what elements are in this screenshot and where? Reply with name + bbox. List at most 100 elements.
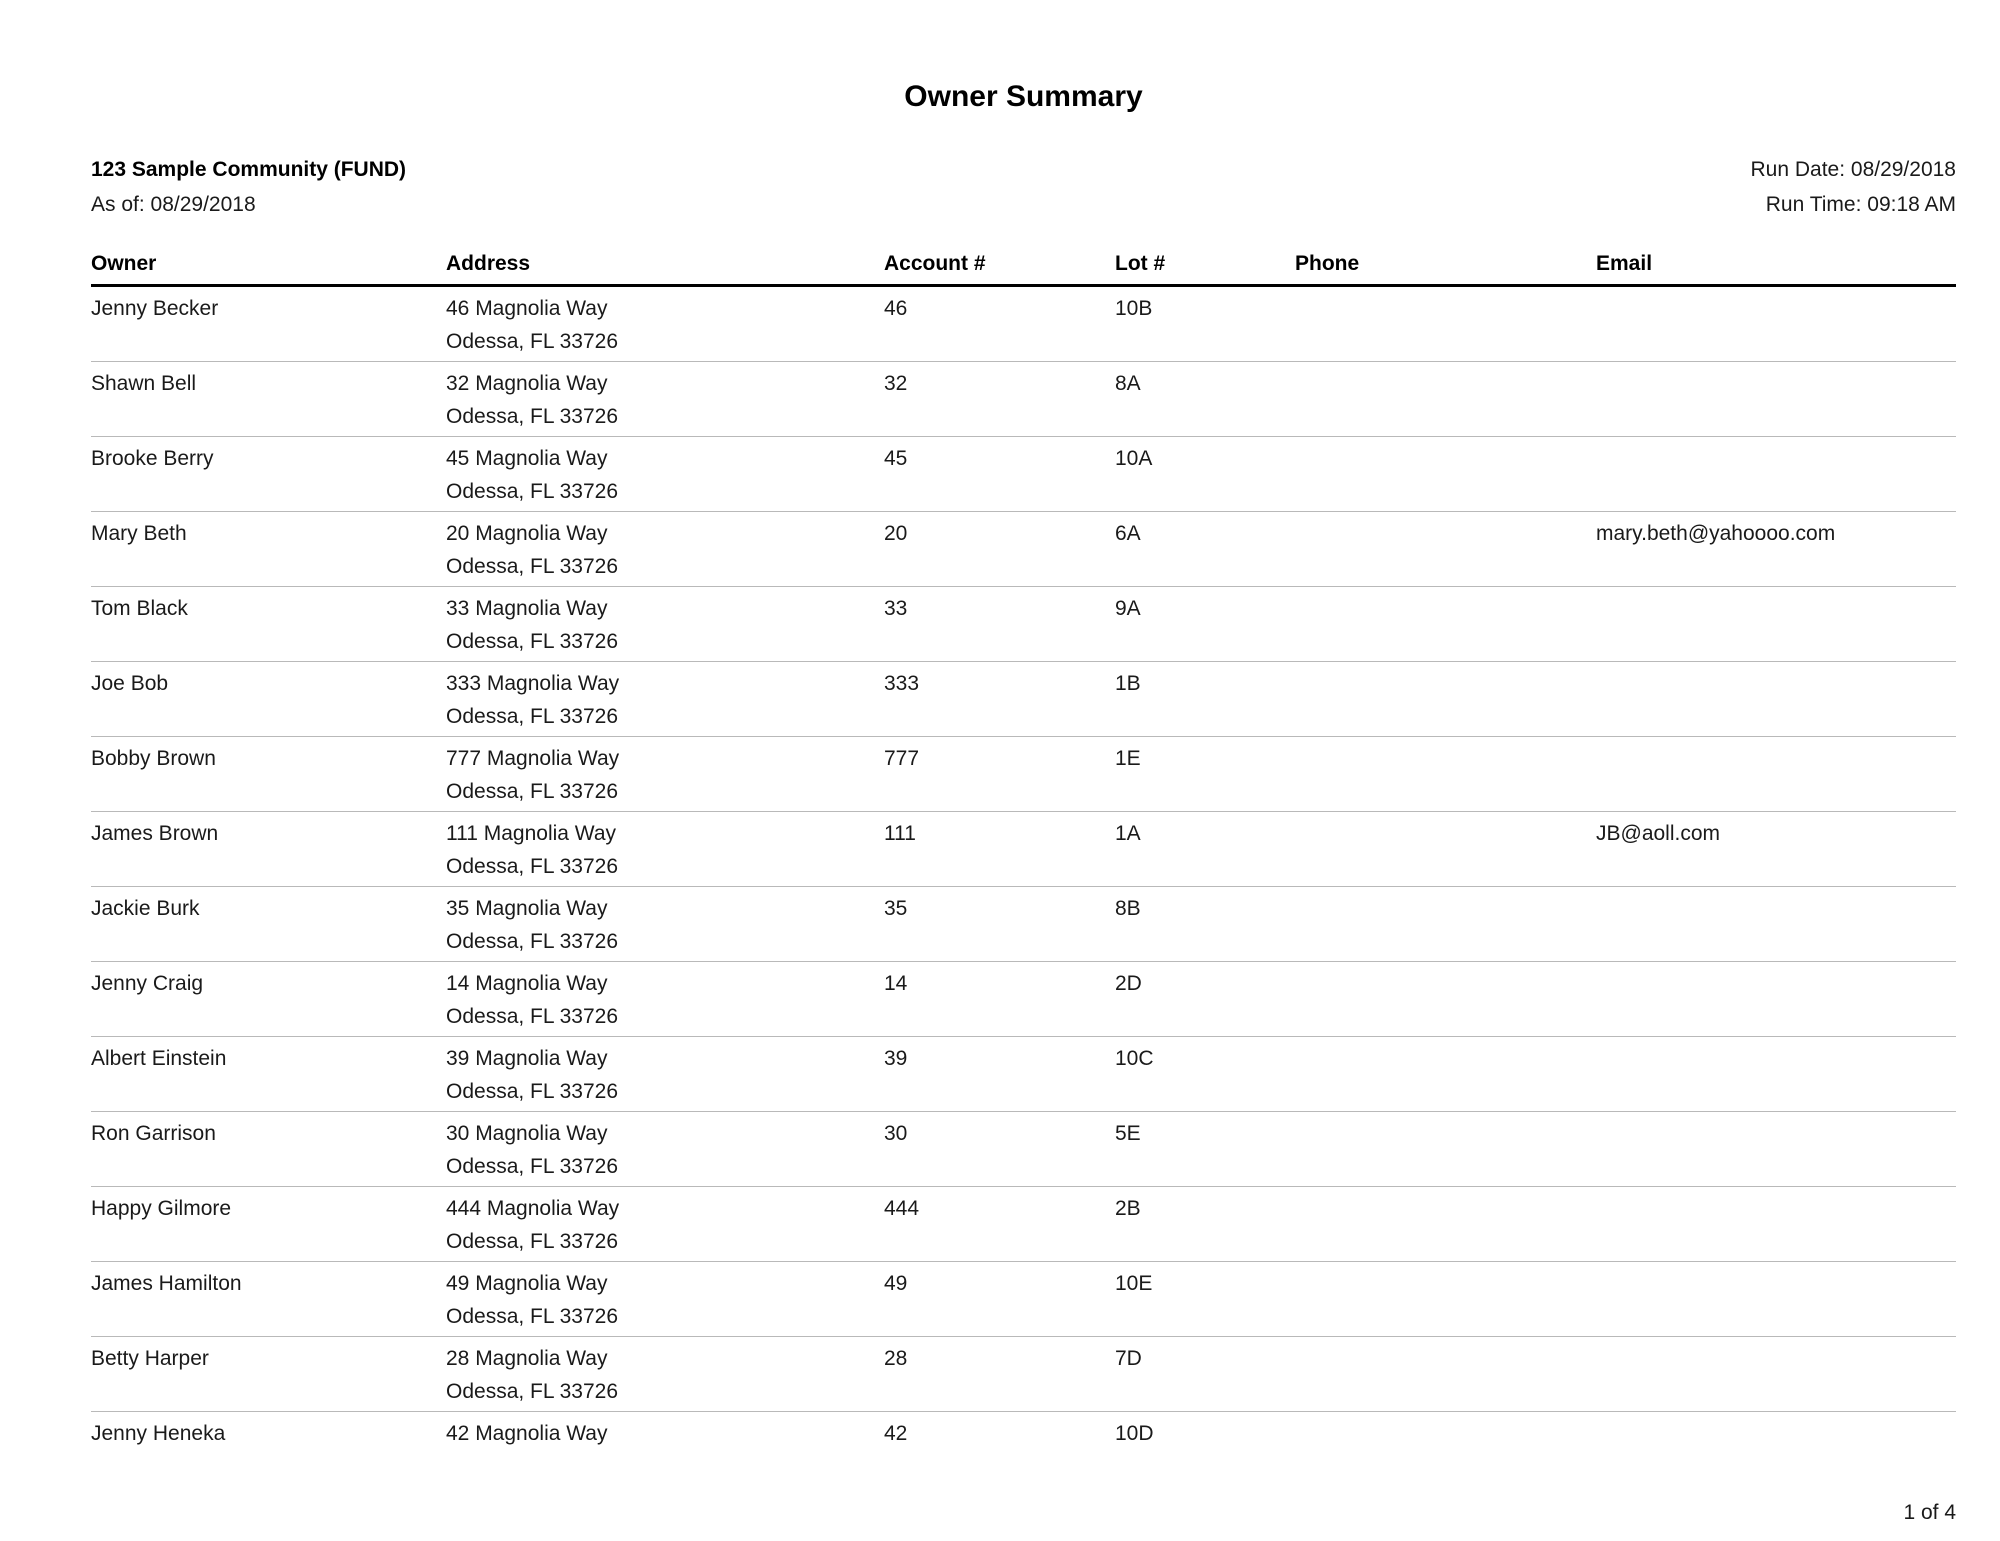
phone-cell [1295, 586, 1596, 662]
owner-cell: Mary Beth [91, 511, 446, 587]
account-cell: 45 [884, 436, 1115, 512]
table-row: Happy Gilmore 444 Magnolia Way Odessa, FL … [91, 1186, 1956, 1262]
email-cell [1596, 1412, 1956, 1454]
phone-cell [1295, 511, 1596, 587]
address-cell: 111 Magnolia Way Odessa, FL 33726 [446, 811, 884, 887]
email-cell [1596, 285, 1956, 362]
phone-cell [1295, 361, 1596, 437]
address-cell: 444 Magnolia Way Odessa, FL 33726 [446, 1186, 884, 1262]
table-row: Tom Black 33 Magnolia Way Odessa, FL 33726… [91, 586, 1956, 662]
owner-cell: Happy Gilmore [91, 1186, 446, 1262]
address-cell: 14 Magnolia Way Odessa, FL 33726 [446, 961, 884, 1037]
email-cell [1596, 886, 1956, 962]
phone-cell [1295, 1412, 1596, 1454]
as-of-date: As of: 08/29/2018 [91, 193, 256, 216]
report-meta-left: 123 Sample Community (FUND) As of: 08/29… [91, 152, 406, 222]
table-row: Albert Einstein 39 Magnolia Way Odessa, FL… [91, 1036, 1956, 1112]
account-cell: 444 [884, 1186, 1115, 1262]
owner-cell: Jackie Burk [91, 886, 446, 962]
phone-cell [1295, 1186, 1596, 1262]
table-row: Ron Garrison 30 Magnolia Way Odessa, FL 33… [91, 1111, 1956, 1187]
table-row: Brooke Berry 45 Magnolia Way Odessa, FL 33… [91, 436, 1956, 512]
owner-cell: James Brown [91, 811, 446, 887]
email-cell [1596, 1336, 1956, 1412]
owner-cell: Joe Bob [91, 661, 446, 737]
owner-cell: Brooke Berry [91, 436, 446, 512]
owner-cell: Jenny Heneka [91, 1422, 226, 1445]
owner-cell: Albert Einstein [91, 1036, 446, 1112]
community-name: 123 Sample Community (FUND) [91, 158, 407, 181]
email-cell [1596, 961, 1956, 1037]
lot-cell: 2B [1115, 1186, 1295, 1262]
lot-cell: 2D [1115, 961, 1295, 1037]
account-cell: 777 [884, 736, 1115, 812]
page-title: Owner Summary [904, 80, 1143, 113]
address-cell: 333 Magnolia Way Odessa, FL 33726 [446, 661, 884, 737]
account-cell: 46 [884, 285, 1115, 362]
address-cell: 46 Magnolia Way Odessa, FL 33726 [446, 285, 884, 362]
table-row: Jackie Burk 35 Magnolia Way Odessa, FL 337… [91, 886, 1956, 962]
table-row: Shawn Bell 32 Magnolia Way Odessa, FL 3372… [91, 361, 1956, 437]
table-row: Jenny Heneka 42 Magnolia Way 42 10D [91, 1412, 1956, 1454]
phone-cell [1295, 1336, 1596, 1412]
email-cell [1596, 586, 1956, 662]
lot-cell: 8B [1115, 886, 1295, 962]
table-row: Jenny Becker 46 Magnolia Way Odessa, FL 33… [91, 285, 1956, 362]
phone-cell [1295, 661, 1596, 737]
page-number: 1 of 4 [1903, 1501, 1956, 1524]
table-header-row: Owner Address Account # Lot # Phone Email [91, 252, 1956, 287]
phone-cell [1295, 1261, 1596, 1337]
email-cell [1596, 736, 1956, 812]
account-cell: 14 [884, 961, 1115, 1037]
account-cell: 42 [884, 1422, 908, 1445]
address-cell: 33 Magnolia Way Odessa, FL 33726 [446, 586, 884, 662]
phone-cell [1295, 736, 1596, 812]
address-cell: 49 Magnolia Way Odessa, FL 33726 [446, 1261, 884, 1337]
phone-cell [1295, 285, 1596, 362]
owner-cell: Ron Garrison [91, 1111, 446, 1187]
email-cell [1596, 1111, 1956, 1187]
run-date: Run Date: 08/29/2018 [1750, 158, 1957, 181]
email-cell [1596, 361, 1956, 437]
phone-cell [1295, 886, 1596, 962]
lot-cell: 10A [1115, 436, 1295, 512]
owner-table: Owner Address Account # Lot # Phone Email Jen… [91, 252, 1956, 1453]
lot-cell: 10C [1115, 1036, 1295, 1112]
owner-cell: Betty Harper [91, 1336, 446, 1412]
account-cell: 49 [884, 1261, 1115, 1337]
lot-cell: 9A [1115, 586, 1295, 662]
report-page: Owner Summary 123 Sample Community (FUND… [0, 80, 2000, 1453]
column-header: Account # [884, 252, 1115, 287]
report-meta-right: Run Date: 08/29/2018 Run Time: 09:18 AM [1751, 152, 1957, 222]
account-cell: 20 [884, 511, 1115, 587]
lot-cell: 1E [1115, 736, 1295, 812]
run-time: Run Time: 09:18 AM [1765, 193, 1956, 216]
email-cell [1596, 436, 1956, 512]
phone-cell [1295, 961, 1596, 1037]
owner-cell: Jenny Becker [91, 285, 446, 362]
email-cell [1596, 1036, 1956, 1112]
email-cell: JB@aoll.com [1596, 811, 1956, 887]
phone-cell [1295, 1111, 1596, 1187]
lot-cell: 1B [1115, 661, 1295, 737]
account-cell: 39 [884, 1036, 1115, 1112]
phone-cell [1295, 811, 1596, 887]
table-body: Jenny Becker 46 Magnolia Way Odessa, FL 33… [91, 285, 1956, 1454]
column-header: Lot # [1115, 252, 1295, 287]
table-row: Bobby Brown 777 Magnolia Way Odessa, FL 33… [91, 736, 1956, 812]
lot-cell: 7D [1115, 1336, 1295, 1412]
email-cell [1596, 1186, 1956, 1262]
email-cell: mary.beth@yahoooo.com [1596, 511, 1956, 587]
account-cell: 32 [884, 361, 1115, 437]
lot-cell: 8A [1115, 361, 1295, 437]
address-cell: 20 Magnolia Way Odessa, FL 33726 [446, 511, 884, 587]
table-row: James Hamilton 49 Magnolia Way Odessa, FL … [91, 1261, 1956, 1337]
account-cell: 111 [884, 811, 1115, 887]
lot-cell: 10E [1115, 1261, 1295, 1337]
column-header: Email [1596, 252, 1956, 287]
phone-cell [1295, 436, 1596, 512]
lot-cell: 5E [1115, 1111, 1295, 1187]
account-cell: 33 [884, 586, 1115, 662]
owner-cell: Bobby Brown [91, 736, 446, 812]
lot-cell: 1A [1115, 811, 1295, 887]
